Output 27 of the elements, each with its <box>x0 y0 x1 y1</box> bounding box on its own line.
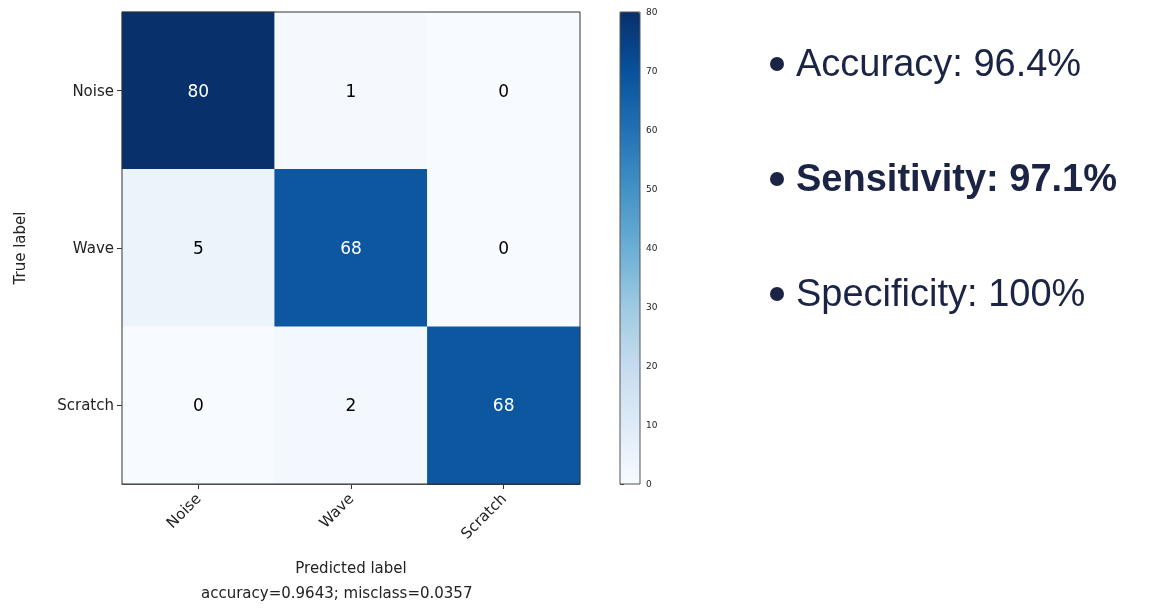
text: Accuracy: 96.4% <box>796 42 1082 85</box>
y-tick-label: Wave <box>72 239 114 257</box>
data-label: 80 <box>187 80 210 101</box>
data-label: 68 <box>492 395 515 416</box>
color-bar-label: 50 <box>646 184 658 194</box>
data-label: 0 <box>498 80 510 101</box>
x-axis-title: Predicted label <box>295 558 407 577</box>
text: Specificity: 100% <box>796 272 1086 315</box>
color-bar-label: 0 <box>646 479 652 489</box>
color-bar-label: 40 <box>646 243 658 253</box>
data-label: 0 <box>498 238 510 258</box>
text: Sensitivity: 97.1% <box>796 157 1118 200</box>
color-bar-label: 20 <box>646 361 658 371</box>
text: accuracy=0.9643; misclass=0.0357 <box>201 583 473 602</box>
y-tick-label: Scratch <box>57 396 114 415</box>
data-label: 2 <box>345 395 357 416</box>
data-label: 5 <box>192 238 204 258</box>
color-bar-label: 80 <box>646 7 658 17</box>
color-bar-label: 30 <box>646 302 658 312</box>
color-bar-label: 10 <box>646 420 658 430</box>
y-tick-label: Noise <box>72 81 114 100</box>
color-bar-label: 70 <box>646 66 658 76</box>
data-label: 68 <box>340 238 362 258</box>
color-bar-label: 60 <box>646 125 658 135</box>
data-label: 1 <box>345 80 357 101</box>
y-axis-title: True label <box>10 211 29 286</box>
data-label: 0 <box>192 395 204 416</box>
